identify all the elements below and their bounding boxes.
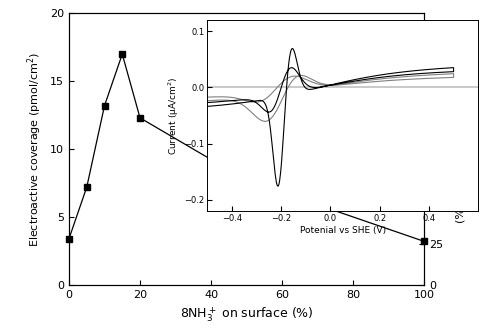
X-axis label: 8NH$_3^+$ on surface (%): 8NH$_3^+$ on surface (%) (179, 305, 314, 324)
Y-axis label: Electroactive coverage (pmol/cm$^2$): Electroactive coverage (pmol/cm$^2$) (26, 52, 44, 247)
Y-axis label: (% of maximal monolayer): (% of maximal monolayer) (456, 75, 465, 223)
X-axis label: Potenial vs SHE (V): Potenial vs SHE (V) (300, 225, 386, 234)
Y-axis label: Current (μA/cm$^2$): Current (μA/cm$^2$) (167, 76, 181, 155)
